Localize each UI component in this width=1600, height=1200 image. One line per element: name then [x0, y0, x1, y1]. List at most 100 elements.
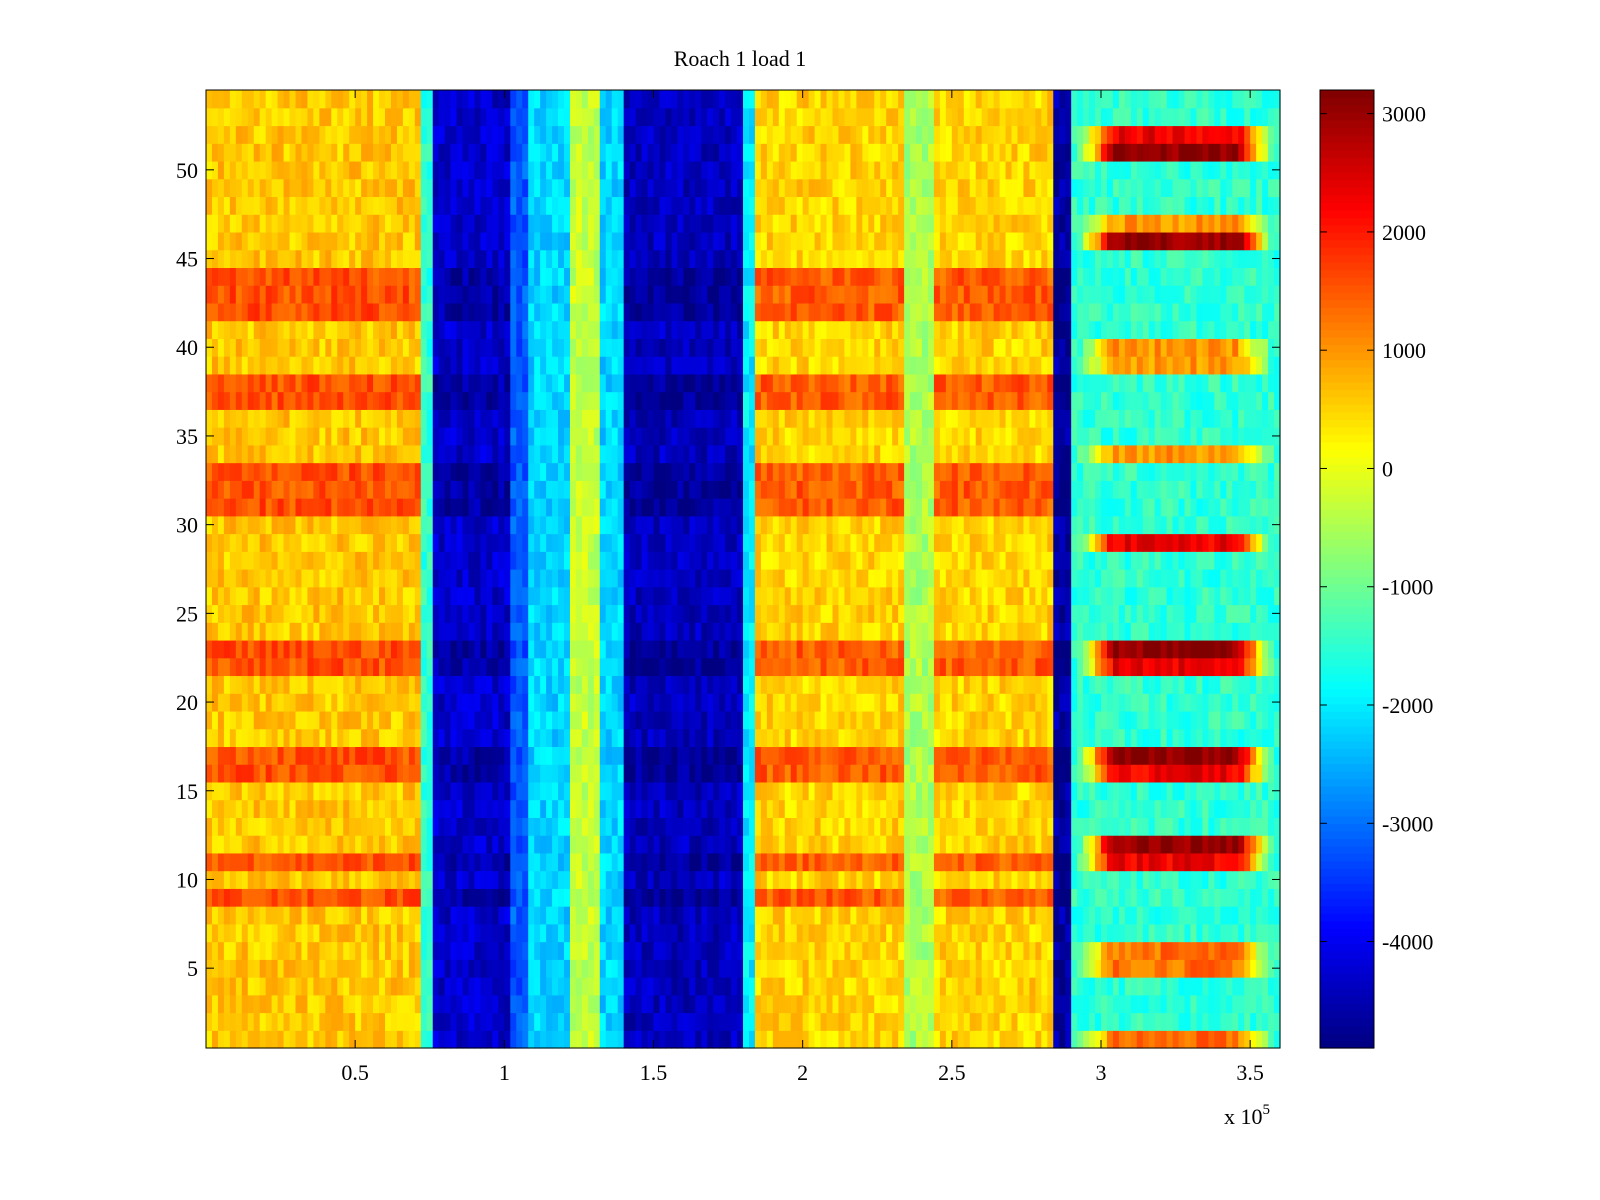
heatmap-cell — [1154, 852, 1162, 872]
heatmap-cell — [1214, 586, 1221, 606]
heatmap-cell — [957, 835, 965, 854]
heatmap-cell — [1166, 923, 1174, 943]
heatmap-cell — [987, 906, 995, 925]
heatmap-cell — [587, 710, 595, 730]
heatmap-cell — [569, 799, 577, 818]
heatmap-cell — [1166, 799, 1174, 818]
heatmap-cell — [838, 657, 846, 677]
heatmap-cell — [534, 870, 541, 889]
heatmap-cell — [647, 693, 655, 712]
heatmap-cell — [898, 781, 905, 801]
heatmap-cell — [713, 817, 720, 836]
heatmap-cell — [1118, 710, 1126, 730]
heatmap-cell — [534, 746, 541, 765]
heatmap-cell — [492, 835, 499, 854]
heatmap-cell — [1184, 764, 1192, 783]
heatmap-cell — [575, 622, 583, 641]
heatmap-cell — [820, 764, 828, 783]
heatmap-cell — [355, 657, 362, 677]
heatmap-cell — [385, 941, 392, 960]
heatmap-cell — [898, 693, 905, 712]
heatmap-cell — [713, 906, 720, 925]
heatmap-cell — [1244, 746, 1251, 765]
heatmap-cell — [558, 959, 565, 978]
heatmap-cell — [868, 977, 875, 996]
heatmap-cell — [689, 888, 696, 907]
heatmap-cell — [1160, 906, 1168, 925]
heatmap-cell — [1071, 870, 1078, 889]
heatmap-cell — [444, 746, 452, 765]
heatmap-cell — [1059, 622, 1066, 641]
heatmap-cell — [922, 693, 929, 712]
heatmap-cell — [1172, 675, 1180, 694]
heatmap-cell — [319, 799, 326, 818]
heatmap-cell — [408, 764, 416, 783]
heatmap-cell — [760, 923, 768, 943]
heatmap-cell — [581, 764, 589, 783]
heatmap-cell — [796, 852, 804, 872]
heatmap-cell — [1005, 569, 1013, 588]
heatmap-cell — [1262, 657, 1269, 677]
heatmap-cell — [1112, 622, 1120, 641]
heatmap-cell — [850, 906, 857, 925]
heatmap-cell — [283, 728, 291, 748]
heatmap-cell — [695, 622, 702, 641]
heatmap-cell — [1017, 1030, 1025, 1049]
heatmap-cell — [1190, 941, 1198, 960]
heatmap-cell — [731, 781, 738, 801]
heatmap-cell — [731, 622, 738, 641]
heatmap-cell — [635, 977, 643, 996]
heatmap-cell — [916, 1012, 923, 1031]
heatmap-cell — [1077, 781, 1084, 801]
heatmap-cell — [725, 888, 732, 907]
heatmap-cell — [743, 622, 750, 641]
heatmap-cell — [528, 728, 535, 748]
heatmap-cell — [599, 764, 607, 783]
heatmap-cell — [385, 959, 392, 978]
heatmap-cell — [492, 551, 499, 570]
heatmap-cell — [1118, 693, 1126, 712]
heatmap-cell — [438, 586, 446, 606]
heatmap-cell — [850, 710, 857, 730]
heatmap-cell — [1011, 1030, 1019, 1049]
heatmap-cell — [277, 923, 285, 943]
heatmap-cell — [1238, 746, 1245, 765]
heatmap-cell — [1047, 1030, 1054, 1049]
heatmap-cell — [850, 693, 857, 712]
heatmap-cell — [217, 923, 225, 943]
heatmap-cell — [826, 977, 834, 996]
heatmap-cell — [546, 781, 553, 801]
heatmap-cell — [361, 675, 368, 694]
heatmap-cell — [1071, 817, 1078, 836]
heatmap-cell — [1118, 799, 1126, 818]
heatmap-cell — [808, 1012, 816, 1031]
heatmap-cell — [1256, 799, 1263, 818]
heatmap-cell — [1262, 923, 1269, 943]
heatmap-cell — [1029, 994, 1036, 1014]
heatmap-cell — [1041, 728, 1048, 748]
heatmap-cell — [295, 586, 303, 606]
heatmap-cell — [850, 675, 857, 694]
heatmap-cell — [301, 1012, 309, 1031]
heatmap-cell — [778, 710, 786, 730]
heatmap-cell — [951, 728, 959, 748]
heatmap-cell — [820, 586, 828, 606]
heatmap-cell — [927, 994, 935, 1014]
heatmap-cell — [1250, 657, 1257, 677]
heatmap-cell — [558, 923, 565, 943]
heatmap-cell — [462, 799, 470, 818]
heatmap-cell — [1053, 657, 1060, 677]
heatmap-cell — [707, 1012, 714, 1031]
heatmap-cell — [331, 746, 338, 765]
heatmap-cell — [229, 693, 237, 712]
heatmap-cell — [832, 569, 840, 588]
heatmap-cell — [963, 728, 971, 748]
heatmap-cell — [1184, 622, 1192, 641]
heatmap-cell — [701, 746, 708, 765]
heatmap-cell — [528, 817, 535, 836]
heatmap-cell — [754, 977, 762, 996]
heatmap-cell — [641, 746, 649, 765]
heatmap-cell — [856, 781, 863, 801]
heatmap-cell — [289, 569, 297, 588]
heatmap-cell — [713, 639, 720, 659]
